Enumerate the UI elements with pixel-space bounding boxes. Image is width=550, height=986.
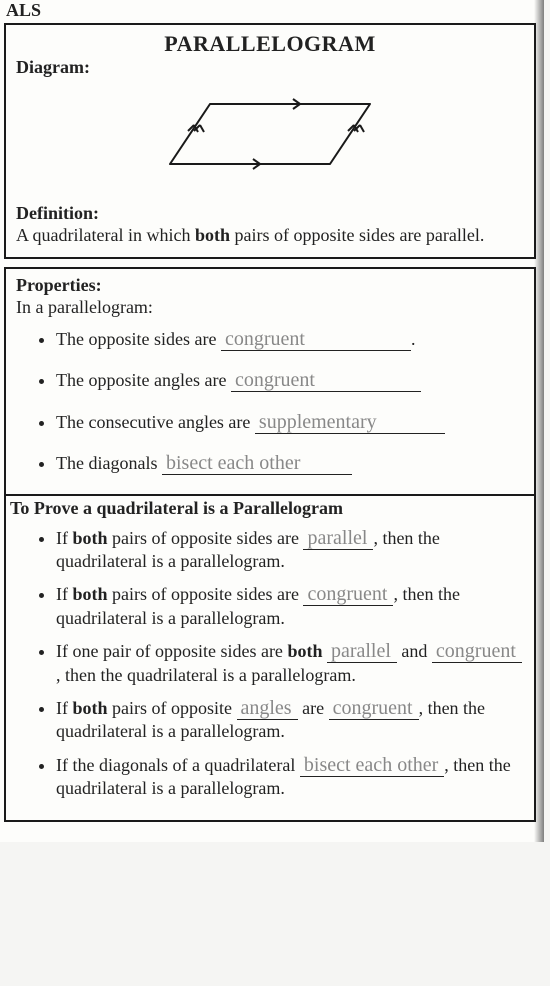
prove-item: If the diagonals of a quadrilateral bise… — [56, 754, 524, 801]
prove-text: If — [56, 528, 73, 548]
parallelogram-box: PARALLELOGRAM Diagram: Definition: A qua… — [4, 23, 536, 259]
prove-text: If — [56, 698, 73, 718]
prove-text: are — [298, 698, 329, 718]
worksheet-page: ALS PARALLELOGRAM Diagram: Definition: A… — [0, 0, 544, 842]
definition-text: A quadrilateral in which both pairs of o… — [16, 224, 524, 247]
handwritten-fill: parallel — [327, 641, 397, 663]
header-fragment: ALS — [4, 0, 544, 23]
def-pre: A quadrilateral in which — [16, 225, 195, 245]
prove-text: pairs of opposite sides are — [108, 584, 304, 604]
prove-bold: both — [287, 641, 322, 661]
property-item: The diagonals bisect each other — [56, 452, 524, 475]
box-title: PARALLELOGRAM — [16, 31, 524, 57]
handwritten-fill: bisect each other — [300, 755, 444, 777]
prove-item: If one pair of opposite sides are both p… — [56, 640, 524, 687]
handwritten-fill: bisect each other — [162, 453, 352, 475]
handwritten-fill: congruent — [221, 329, 411, 351]
prove-text: If — [56, 584, 73, 604]
prove-item: If both pairs of opposite angles are con… — [56, 697, 524, 744]
handwritten-fill: congruent — [329, 698, 419, 720]
handwritten-fill: congruent — [432, 641, 522, 663]
handwritten-fill: parallel — [303, 528, 373, 550]
prove-header: To Prove a quadrilateral is a Parallelog… — [6, 494, 534, 521]
prove-text: , then the quadrilateral is a parallelog… — [56, 665, 356, 685]
property-pre: The consecutive angles are — [56, 412, 255, 432]
parallelogram-diagram — [110, 84, 430, 184]
diagram-label: Diagram: — [16, 57, 524, 78]
properties-box: Properties: In a parallelogram: The oppo… — [4, 267, 536, 823]
prove-bold: both — [73, 528, 108, 548]
prove-text: and — [397, 641, 432, 661]
prove-text: If one pair of opposite sides are — [56, 641, 287, 661]
prove-bold: both — [73, 584, 108, 604]
prove-list: If both pairs of opposite sides are para… — [16, 527, 524, 801]
property-item: The opposite angles are congruent — [56, 369, 524, 392]
prove-text: pairs of opposite sides are — [108, 528, 304, 548]
definition-label: Definition: — [16, 203, 524, 224]
handwritten-fill: angles — [237, 698, 298, 720]
property-item: The consecutive angles are supplementary — [56, 411, 524, 434]
prove-text: pairs of opposite — [108, 698, 237, 718]
property-pre: The opposite angles are — [56, 370, 231, 390]
handwritten-fill: congruent — [231, 370, 421, 392]
def-post: pairs of opposite sides are parallel. — [230, 225, 484, 245]
prove-item: If both pairs of opposite sides are para… — [56, 527, 524, 574]
prove-text: If the diagonals of a quadrilateral — [56, 755, 300, 775]
prove-item: If both pairs of opposite sides are cong… — [56, 583, 524, 630]
properties-label: Properties: — [16, 275, 524, 296]
def-bold: both — [195, 225, 230, 245]
property-item: The opposite sides are congruent. — [56, 328, 524, 351]
properties-intro: In a parallelogram: — [16, 296, 524, 319]
property-pre: The diagonals — [56, 453, 162, 473]
diagram-wrap — [16, 84, 524, 189]
prove-bold: both — [73, 698, 108, 718]
handwritten-fill: supplementary — [255, 412, 445, 434]
property-pre: The opposite sides are — [56, 329, 221, 349]
handwritten-fill: congruent — [303, 584, 393, 606]
property-post: . — [411, 329, 416, 349]
properties-list: The opposite sides are congruent.The opp… — [16, 328, 524, 476]
